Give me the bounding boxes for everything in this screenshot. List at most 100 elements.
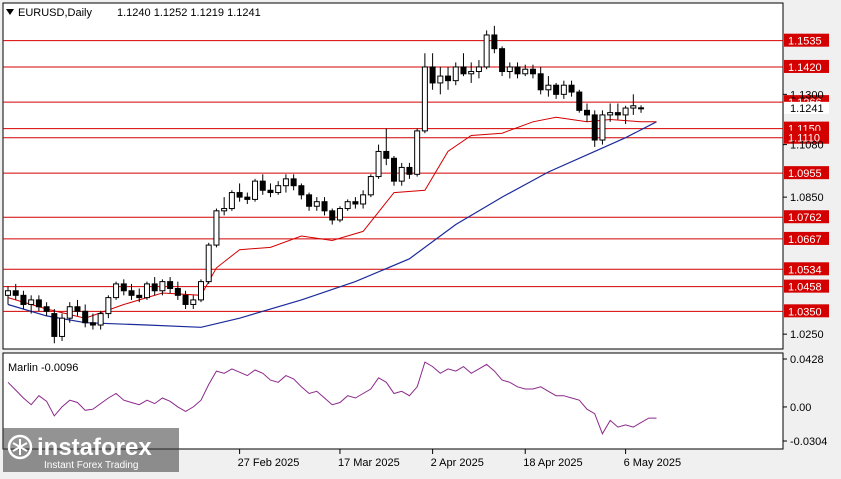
- candle[interactable]: [35, 295, 42, 312]
- candle[interactable]: [460, 53, 467, 77]
- candle[interactable]: [352, 197, 359, 209]
- candle[interactable]: [236, 183, 243, 202]
- candle[interactable]: [607, 103, 614, 122]
- candle[interactable]: [159, 279, 166, 296]
- candle[interactable]: [97, 311, 104, 330]
- candle[interactable]: [143, 281, 150, 300]
- candle[interactable]: [228, 190, 235, 211]
- candle[interactable]: [367, 174, 374, 198]
- level-price-label: 1.1535: [784, 33, 829, 48]
- candle[interactable]: [275, 181, 282, 195]
- candle[interactable]: [391, 156, 397, 186]
- candle[interactable]: [421, 53, 428, 134]
- candle[interactable]: [414, 128, 421, 177]
- candle[interactable]: [568, 80, 575, 97]
- candle[interactable]: [445, 66, 452, 90]
- candle[interactable]: [259, 174, 266, 195]
- candle[interactable]: [252, 178, 259, 202]
- candle[interactable]: [491, 25, 498, 54]
- candle[interactable]: [452, 62, 459, 86]
- watermark-tagline: Instant Forex Trading: [44, 460, 139, 471]
- candle[interactable]: [51, 309, 58, 344]
- candle[interactable]: [468, 62, 475, 83]
- candle[interactable]: [136, 288, 143, 303]
- indicator-line: [7, 361, 657, 435]
- candle[interactable]: [5, 286, 11, 305]
- candle[interactable]: [344, 199, 351, 211]
- candle[interactable]: [622, 105, 629, 125]
- candle[interactable]: [614, 103, 621, 120]
- candle[interactable]: [329, 208, 336, 225]
- candle[interactable]: [591, 110, 598, 147]
- candle[interactable]: [190, 295, 197, 310]
- indicator-label: Marlin -0.0096: [8, 362, 78, 374]
- candle[interactable]: [213, 208, 220, 248]
- candle[interactable]: [120, 279, 127, 296]
- x-axis-label: 18 Apr 2025: [523, 457, 582, 469]
- candle[interactable]: [182, 290, 189, 310]
- candle[interactable]: [66, 302, 73, 323]
- candle[interactable]: [28, 295, 35, 314]
- candle[interactable]: [406, 162, 413, 179]
- candle[interactable]: [89, 313, 96, 330]
- candle[interactable]: [529, 64, 536, 79]
- candle[interactable]: [437, 66, 444, 95]
- candle[interactable]: [638, 105, 645, 113]
- candle[interactable]: [398, 162, 405, 186]
- candle[interactable]: [553, 82, 560, 99]
- level-price-label: 1.1110: [784, 130, 829, 145]
- candle[interactable]: [506, 62, 513, 79]
- candle[interactable]: [113, 281, 120, 300]
- candle[interactable]: [336, 206, 343, 223]
- candle[interactable]: [576, 89, 583, 113]
- svg-text:1.0350: 1.0350: [788, 306, 822, 318]
- candle[interactable]: [174, 281, 181, 300]
- candle[interactable]: [545, 76, 552, 97]
- candle[interactable]: [313, 197, 320, 211]
- y-axis-label: 1.1300: [790, 89, 824, 101]
- chart-symbol: EURUSD,Daily: [18, 7, 92, 19]
- candle[interactable]: [584, 103, 590, 122]
- candle[interactable]: [306, 192, 313, 211]
- candle[interactable]: [321, 197, 328, 216]
- candle[interactable]: [630, 94, 637, 115]
- candle[interactable]: [483, 30, 490, 70]
- candle[interactable]: [360, 190, 367, 209]
- candle[interactable]: [537, 66, 544, 95]
- candle[interactable]: [475, 60, 482, 79]
- svg-text:1.0955: 1.0955: [788, 168, 822, 180]
- candle[interactable]: [198, 279, 204, 303]
- candle[interactable]: [244, 192, 251, 204]
- candle[interactable]: [43, 302, 50, 316]
- level-price-label: 1.0350: [784, 304, 829, 318]
- level-price-label: 1.0955: [784, 166, 829, 180]
- instaforex-logo-icon: [7, 434, 33, 460]
- candle[interactable]: [429, 53, 436, 90]
- candle[interactable]: [499, 46, 506, 77]
- candle[interactable]: [514, 62, 521, 79]
- candle[interactable]: [282, 174, 289, 193]
- candle[interactable]: [560, 80, 567, 99]
- candle[interactable]: [290, 174, 297, 191]
- candle[interactable]: [267, 183, 274, 198]
- candle[interactable]: [59, 313, 66, 342]
- candle[interactable]: [383, 128, 390, 166]
- candle[interactable]: [167, 277, 174, 294]
- candle[interactable]: [221, 197, 228, 216]
- candle[interactable]: [151, 277, 158, 296]
- candle[interactable]: [128, 283, 135, 300]
- candle[interactable]: [82, 304, 89, 328]
- svg-text:1.1241: 1.1241: [790, 103, 824, 115]
- candle[interactable]: [74, 299, 81, 316]
- candle[interactable]: [522, 64, 529, 77]
- candle[interactable]: [12, 283, 19, 300]
- candle[interactable]: [298, 183, 305, 200]
- menu-triangle-icon[interactable]: [6, 9, 14, 15]
- candle[interactable]: [20, 290, 27, 310]
- candle[interactable]: [105, 295, 112, 319]
- candle[interactable]: [599, 110, 606, 145]
- candle[interactable]: [375, 144, 382, 179]
- candle[interactable]: [205, 242, 212, 284]
- level-price-label: 1.0762: [784, 210, 829, 224]
